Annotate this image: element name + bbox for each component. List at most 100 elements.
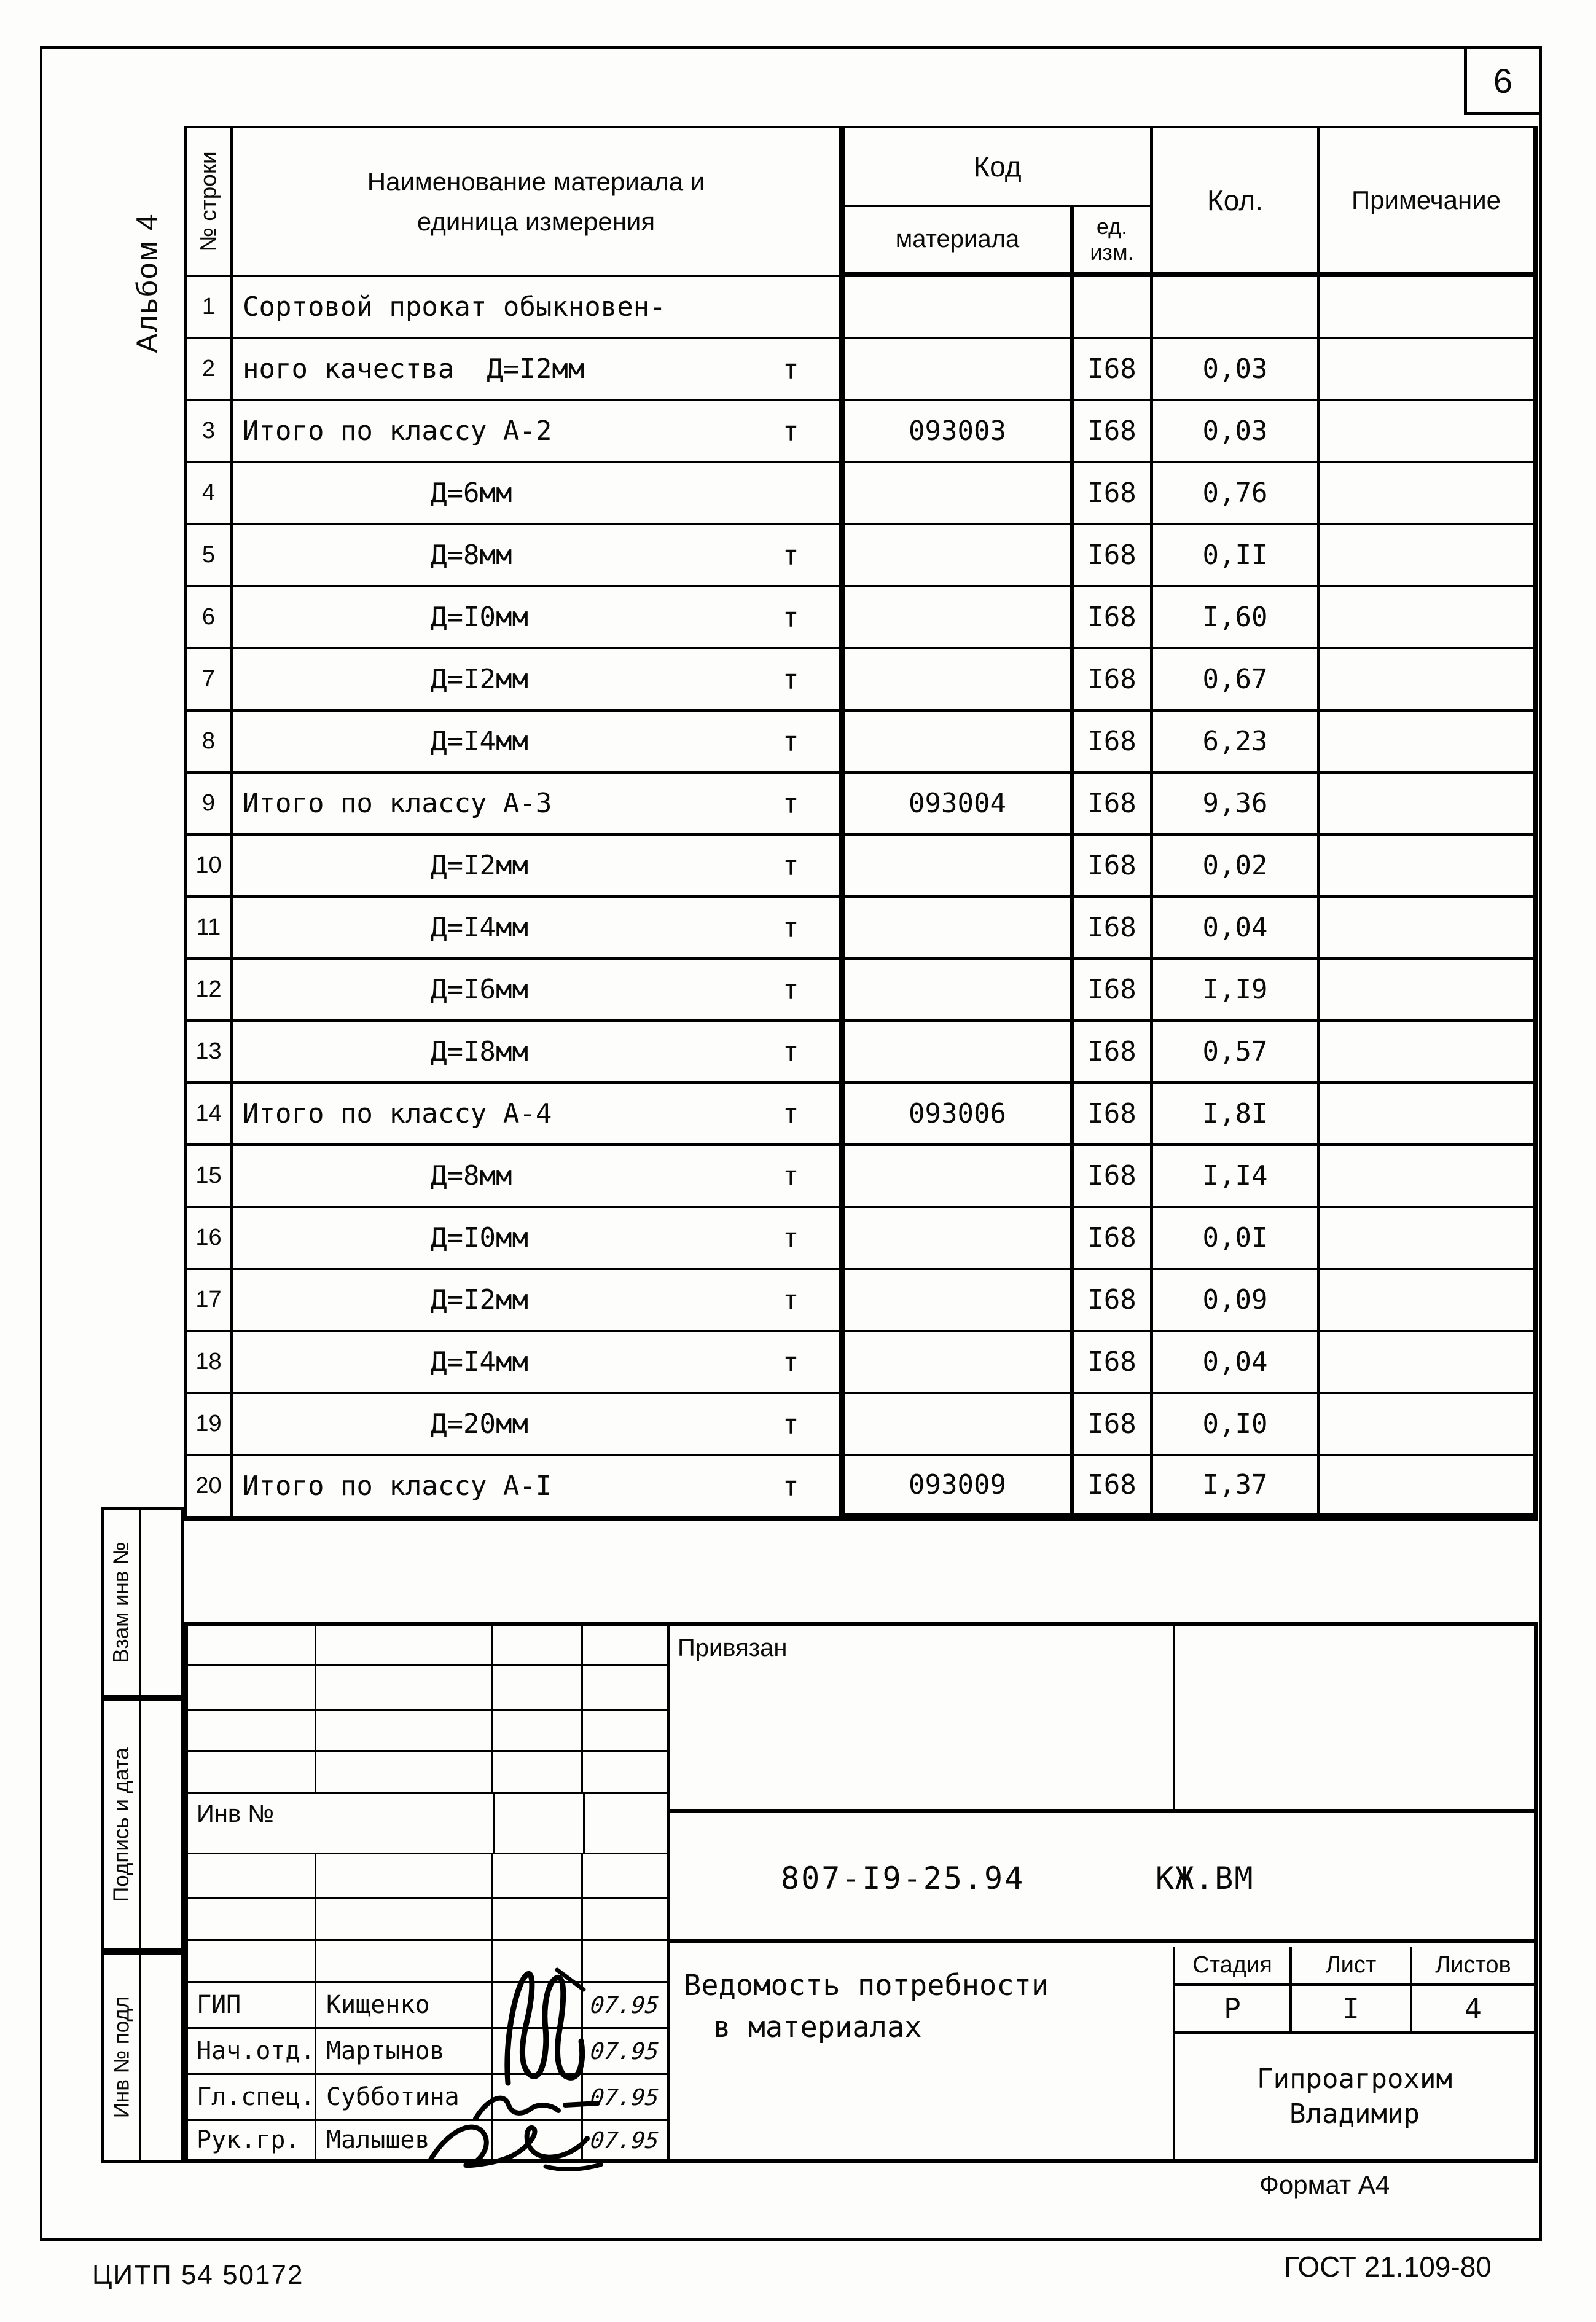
unit-of-measure: т — [783, 1408, 799, 1440]
signature-name: Малышев — [316, 2121, 493, 2159]
unit-of-measure: т — [783, 974, 799, 1005]
stamp-box-vzam-inv: Взам инв № — [101, 1507, 184, 1698]
material-code-cell: 093004 — [845, 774, 1074, 836]
revision-row — [188, 1854, 667, 1899]
signature-role: ГИП — [188, 1983, 316, 2027]
unit-code-cell: I68 — [1074, 649, 1153, 712]
signature-role: Нач.отд. — [188, 2029, 316, 2073]
quantity-cell: 0,76 — [1153, 463, 1320, 525]
material-name-cell: Д=I0мм т — [233, 1208, 845, 1270]
unit-of-measure: т — [783, 415, 799, 447]
materials-table: № строки Наименование материала и единиц… — [184, 126, 1538, 1521]
material-code-cell — [845, 277, 1074, 339]
stamp-box-inv-podl: Инв № подл — [101, 1951, 184, 2163]
quantity-cell: 0,II — [1153, 525, 1320, 587]
unit-of-measure: т — [783, 1284, 799, 1316]
column-header-note: Примечание — [1320, 128, 1535, 277]
row-number-cell: 5 — [187, 525, 233, 587]
title-block-right: Привязан 807-I9-25.94 КЖ.ВМ Ведомость по… — [670, 1626, 1534, 2159]
note-cell — [1320, 587, 1535, 649]
material-code-cell — [845, 1146, 1074, 1208]
revision-row — [188, 1752, 667, 1794]
unit-code-cell: I68 — [1074, 712, 1153, 774]
quantity-cell — [1153, 277, 1320, 339]
stage-label: Стадия — [1175, 1947, 1292, 1983]
title-block-left-grid: Инв № ГИП Кищенко 07.95 Нач.отд. Мар — [188, 1626, 670, 2159]
signature-name: Субботина — [316, 2075, 493, 2119]
row-number-cell: 3 — [187, 401, 233, 463]
row-number-cell: 16 — [187, 1208, 233, 1270]
unit-code-cell: I68 — [1074, 1456, 1153, 1518]
binding-empty-cell — [1175, 1626, 1534, 1809]
document-number-row: 807-I9-25.94 КЖ.ВМ — [670, 1816, 1534, 1943]
column-header-unit-code: ед. изм. — [1074, 207, 1153, 277]
revision-row — [188, 1899, 667, 1941]
stamp-label: Подпись и дата — [104, 1701, 141, 1948]
page-number: 6 — [1493, 61, 1513, 100]
material-name-cell: Сортовой прокат обыкновен- — [233, 277, 845, 339]
unit-of-measure: т — [783, 1470, 799, 1502]
material-code-cell — [845, 712, 1074, 774]
column-header-material-code: материала — [845, 207, 1074, 277]
quantity-cell: 0,02 — [1153, 836, 1320, 898]
inv-number-label: Инв № — [188, 1794, 495, 1853]
note-cell — [1320, 649, 1535, 712]
quantity-cell: 6,23 — [1153, 712, 1320, 774]
material-name-cell: Д=I0мм т — [233, 587, 845, 649]
unit-of-measure: т — [783, 1036, 799, 1067]
material-code-cell — [845, 1022, 1074, 1084]
title-block: Инв № ГИП Кищенко 07.95 Нач.отд. Мар — [184, 1622, 1538, 2163]
row-number-cell: 15 — [187, 1146, 233, 1208]
note-cell — [1320, 525, 1535, 587]
quantity-cell: 9,36 — [1153, 774, 1320, 836]
material-name-cell: Д=I2мм т — [233, 1270, 845, 1332]
organization-cell: Гипроагрохим Владимир — [1175, 2034, 1534, 2159]
note-cell — [1320, 401, 1535, 463]
unit-code-cell: I68 — [1074, 1332, 1153, 1394]
stamp-empty-field — [141, 1510, 181, 1695]
quantity-cell: I,I4 — [1153, 1146, 1320, 1208]
material-code-cell — [845, 649, 1074, 712]
unit-code-cell: I68 — [1074, 898, 1153, 960]
revision-row — [188, 1941, 667, 1983]
note-cell — [1320, 1332, 1535, 1394]
binding-label-cell: Привязан — [670, 1626, 1175, 1809]
organization-line1: Гипроагрохим — [1257, 2063, 1452, 2095]
document-code: КЖ.ВМ — [1156, 1861, 1254, 1896]
note-cell — [1320, 712, 1535, 774]
binding-section: Привязан — [670, 1626, 1534, 1813]
signature-role: Рук.гр. — [188, 2121, 316, 2159]
signature-row: Гл.спец. Субботина 07.95 — [188, 2075, 667, 2121]
unit-of-measure: т — [783, 539, 799, 571]
organization-line2: Владимир — [1289, 2098, 1420, 2130]
note-cell — [1320, 1084, 1535, 1146]
material-code-cell — [845, 525, 1074, 587]
revision-row — [188, 1666, 667, 1711]
quantity-cell: 0,I0 — [1153, 1394, 1320, 1456]
drawing-frame — [40, 46, 1542, 2241]
unit-of-measure: т — [783, 602, 799, 633]
title-block-bottom: Ведомость потребности в материалах Стади… — [670, 1947, 1534, 2159]
column-header-code: Код — [845, 128, 1153, 207]
note-cell — [1320, 774, 1535, 836]
row-number-cell: 8 — [187, 712, 233, 774]
signature-date: 07.95 — [589, 2127, 660, 2154]
note-cell — [1320, 1022, 1535, 1084]
material-code-cell — [845, 1208, 1074, 1270]
format-label: Формат А4 — [1259, 2170, 1390, 2199]
material-code-cell — [845, 339, 1074, 401]
row-number-cell: 12 — [187, 960, 233, 1022]
quantity-cell: 0,09 — [1153, 1270, 1320, 1332]
document-title-line2: в материалах — [713, 2010, 922, 2045]
quantity-cell: I,I9 — [1153, 960, 1320, 1022]
quantity-cell: 0,67 — [1153, 649, 1320, 712]
note-cell — [1320, 463, 1535, 525]
material-code-cell — [845, 960, 1074, 1022]
note-cell — [1320, 836, 1535, 898]
unit-code-cell: I68 — [1074, 1146, 1153, 1208]
row-number-cell: 10 — [187, 836, 233, 898]
row-number-cell: 17 — [187, 1270, 233, 1332]
unit-code-cell: I68 — [1074, 1208, 1153, 1270]
row-number-cell: 14 — [187, 1084, 233, 1146]
